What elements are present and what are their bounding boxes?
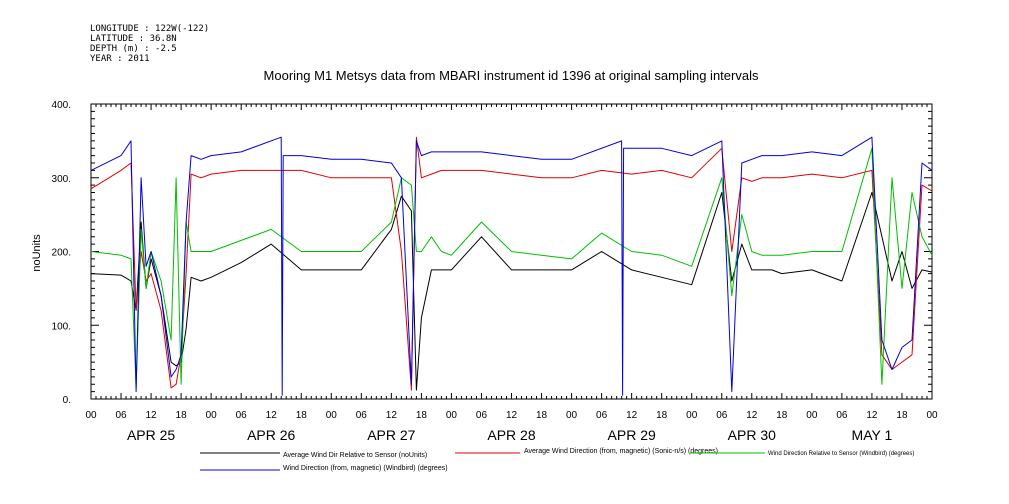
legend-label-1: Average Wind Direction (from, magnetic) … [524,448,718,455]
x-tick-label: 06 [115,410,127,421]
x-tick-label: 00 [686,410,698,421]
x-tick-label: 12 [386,410,398,421]
x-tick-label: 12 [266,410,278,421]
x-day-label: APR 28 [487,427,535,443]
x-tick-label: 00 [206,410,218,421]
y-tick-label: 200. [52,248,71,259]
chart-title: Mooring M1 Metsys data from MBARI instru… [264,68,759,83]
x-tick-label: 18 [416,410,428,421]
x-day-label: APR 30 [728,427,776,443]
meta-latitude: LATITUDE : 36.8N [90,34,177,44]
x-day-label: APR 25 [127,427,175,443]
axes: 00 06 12 18 00 06 12 18 00 06 12 18 00 06 12 18 00 06 12 18… [52,100,938,443]
meta-year: YEAR : 2011 [90,54,150,64]
x-tick-label: 06 [596,410,608,421]
x-tick-label: 06 [716,410,728,421]
series-line-1 [90,136,933,391]
y-tick-label: 0. [63,395,71,406]
x-tick-label: 06 [236,410,248,421]
y-tick-label: 100. [52,321,71,332]
series-line-0 [90,192,933,391]
x-tick-label: 12 [146,410,158,421]
x-tick-label: 12 [866,410,878,421]
legend-label-0: Average Wind Dir Relative to Sensor (noU… [283,452,427,459]
x-tick-label: 18 [776,410,788,421]
x-tick-label: 18 [296,410,308,421]
x-day-label: APR 27 [367,427,415,443]
x-tick-label: 18 [896,410,908,421]
x-tick-label: 06 [476,410,488,421]
legend: Average Wind Dir Relative to Sensor (noU… [200,448,914,472]
x-tick-label: 18 [656,410,668,421]
series-line-2 [90,147,933,389]
x-tick-label: 00 [446,410,458,421]
series-layer [90,136,933,396]
meta-depth: DEPTH (m) : -2.5 [90,44,177,54]
y-tick-label: 400. [52,100,71,111]
y-axis-label: noUnits [31,234,43,272]
x-tick-label: 18 [176,410,188,421]
legend-label-2: Wind Direction Relative to Sensor (Windb… [768,451,914,457]
x-tick-label: 00 [85,410,97,421]
x-tick-label: 18 [536,410,548,421]
x-tick-label: 06 [356,410,368,421]
x-tick-label: 12 [506,410,518,421]
x-tick-label: 00 [926,410,938,421]
y-tick-label: 300. [52,174,71,185]
x-tick-label: 00 [566,410,578,421]
x-tick-label: 06 [836,410,848,421]
series-line-3 [90,136,933,396]
x-day-label: APR 26 [247,427,295,443]
x-tick-label: 00 [326,410,338,421]
x-tick-label: 12 [746,410,758,421]
legend-label-3: Wind Direction (from, magnetic) (Windbir… [283,465,448,472]
meta-longitude: LONGITUDE : 122W(-122) [90,24,209,34]
header-meta: LONGITUDE : 122W(-122) LATITUDE : 36.8N … [90,24,209,64]
x-tick-label: 00 [806,410,818,421]
x-day-label: APR 29 [608,427,656,443]
x-tick-label: 12 [626,410,638,421]
x-day-label: MAY 1 [852,427,893,443]
